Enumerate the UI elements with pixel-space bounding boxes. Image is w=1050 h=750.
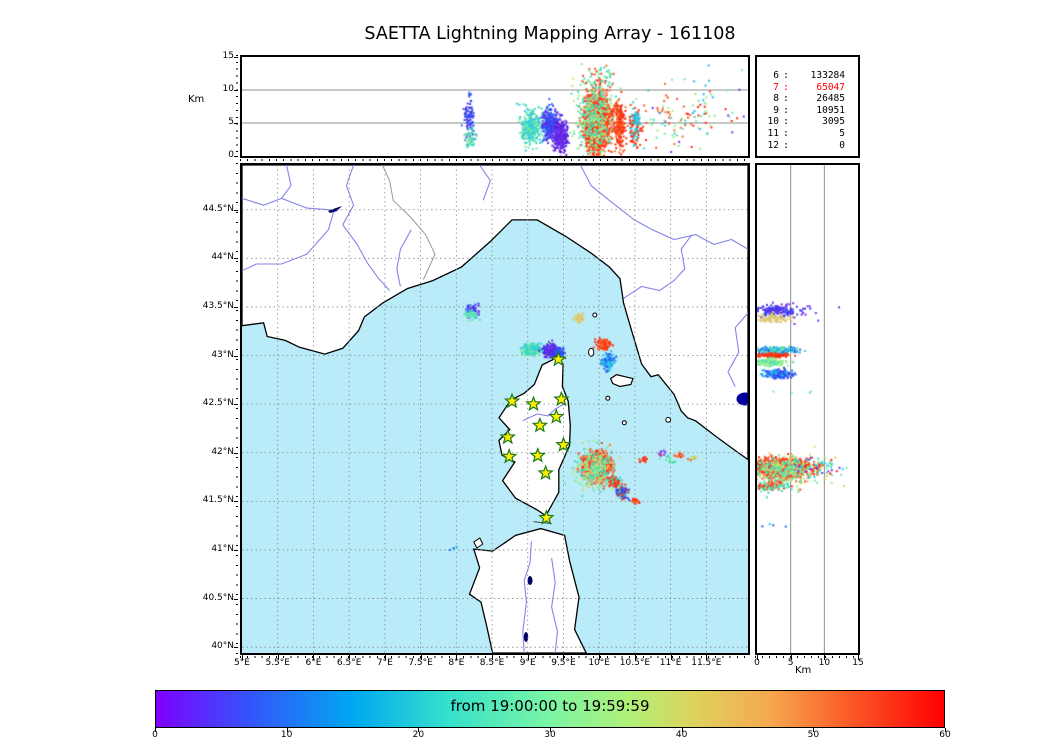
map-y-minor-ticks — [235, 163, 238, 655]
tick-label: 20 — [412, 730, 425, 740]
tick-label: 5 — [787, 658, 794, 668]
tick-mark — [945, 728, 946, 732]
lma-station-star — [503, 392, 521, 409]
tick-label: 44.5°N — [202, 203, 234, 214]
map-lightning-scatter — [242, 165, 748, 653]
station-count-row: 9:10951 — [773, 104, 845, 116]
tick-label: 7.5°E — [408, 658, 433, 668]
top-panel-y-axis-title: Km — [188, 94, 205, 105]
tick-mark — [286, 728, 288, 732]
lma-station-star — [537, 464, 554, 481]
map-panel — [240, 163, 750, 655]
tick-label: 9.5°E — [551, 658, 576, 668]
tick-label: 10 — [818, 658, 831, 668]
tick-label: 0 — [152, 730, 158, 740]
tick-label: 8.5°E — [479, 658, 505, 668]
tick-mark — [418, 728, 420, 732]
lma-station-star — [550, 350, 567, 367]
altitude-longitude-scatter — [242, 57, 748, 156]
station-count-row: 10:3095 — [767, 116, 845, 128]
tick-label: 15 — [222, 51, 234, 61]
tick-label: 7°E — [376, 658, 393, 668]
station-count-row: 11:5 — [767, 127, 845, 139]
lma-station-star — [538, 509, 555, 525]
tick-mark — [550, 728, 551, 732]
top-panel-y-minor-ticks — [235, 55, 238, 158]
tick-label: 41°N — [211, 543, 234, 554]
tick-mark — [681, 728, 683, 732]
tick-label: 42.5°N — [202, 398, 234, 409]
lma-station-star — [548, 408, 565, 424]
lma-station-star — [525, 395, 542, 412]
tick-label: 44°N — [211, 252, 234, 263]
tick-label: 50 — [807, 730, 820, 740]
lma-station-star — [555, 436, 572, 452]
tick-label: 6.5°E — [336, 658, 362, 668]
tick-label: 11°E — [659, 658, 682, 668]
tick-label: 43.5°N — [202, 300, 234, 311]
tick-label: 5°E — [234, 658, 250, 668]
station-count-row: 12:0 — [767, 139, 845, 151]
tick-label: 11.5°E — [691, 658, 722, 668]
tick-label: 40.5°N — [202, 592, 234, 603]
tick-label: 10 — [222, 84, 234, 94]
altitude-longitude-panel — [240, 55, 750, 158]
tick-mark — [813, 728, 815, 732]
tick-label: 10 — [280, 730, 293, 740]
top-panel-x-minor-ticks — [240, 158, 750, 161]
tick-label: 9°E — [519, 658, 536, 668]
station-count-row: 6:133284 — [773, 70, 845, 81]
tick-label: 42°N — [211, 446, 234, 457]
figure-title: SAETTA Lightning Mapping Array - 161108 — [364, 24, 736, 44]
lma-station-star — [500, 447, 518, 464]
tick-label: 43°N — [211, 349, 234, 360]
tick-label: 5.5°E — [265, 658, 290, 668]
right-panel-x-minor-ticks — [755, 655, 860, 658]
tick-label: 10°E — [588, 658, 610, 668]
tick-label: 41.5°N — [202, 495, 234, 506]
tick-label: 0 — [754, 658, 760, 668]
lma-station-star — [553, 390, 570, 407]
right-panel-x-axis-title: Km — [795, 665, 812, 676]
tick-label: 5 — [228, 117, 234, 127]
tick-label: 60 — [939, 730, 951, 740]
station-count-row: 7:65047 — [773, 81, 845, 93]
tick-label: 30 — [544, 730, 556, 740]
station-count-table: 6:133284 7:65047 8:26485 9:10951 10:3095 11:5… — [755, 55, 860, 158]
tick-label: 40 — [675, 730, 688, 740]
tick-label: 15 — [852, 658, 864, 668]
tick-label: 6°E — [305, 658, 322, 668]
tick-label: 0 — [228, 150, 234, 160]
tick-label: 40°N — [211, 641, 234, 652]
lma-station-star — [529, 447, 546, 463]
lma-station-star — [531, 416, 549, 433]
lma-station-star — [499, 428, 517, 445]
colorbar-time-range-label: from 19:00:00 to 19:59:59 — [450, 697, 650, 715]
lma-station-markers — [499, 350, 572, 525]
altitude-latitude-panel — [755, 163, 860, 655]
altitude-latitude-scatter — [757, 165, 858, 653]
time-colorbar — [155, 690, 945, 728]
map-x-minor-ticks — [240, 655, 750, 658]
tick-mark — [155, 728, 156, 732]
tick-label: 10.5°E — [619, 658, 651, 668]
tick-label: 8°E — [448, 658, 465, 668]
station-count-row: 8:26485 — [773, 93, 845, 105]
